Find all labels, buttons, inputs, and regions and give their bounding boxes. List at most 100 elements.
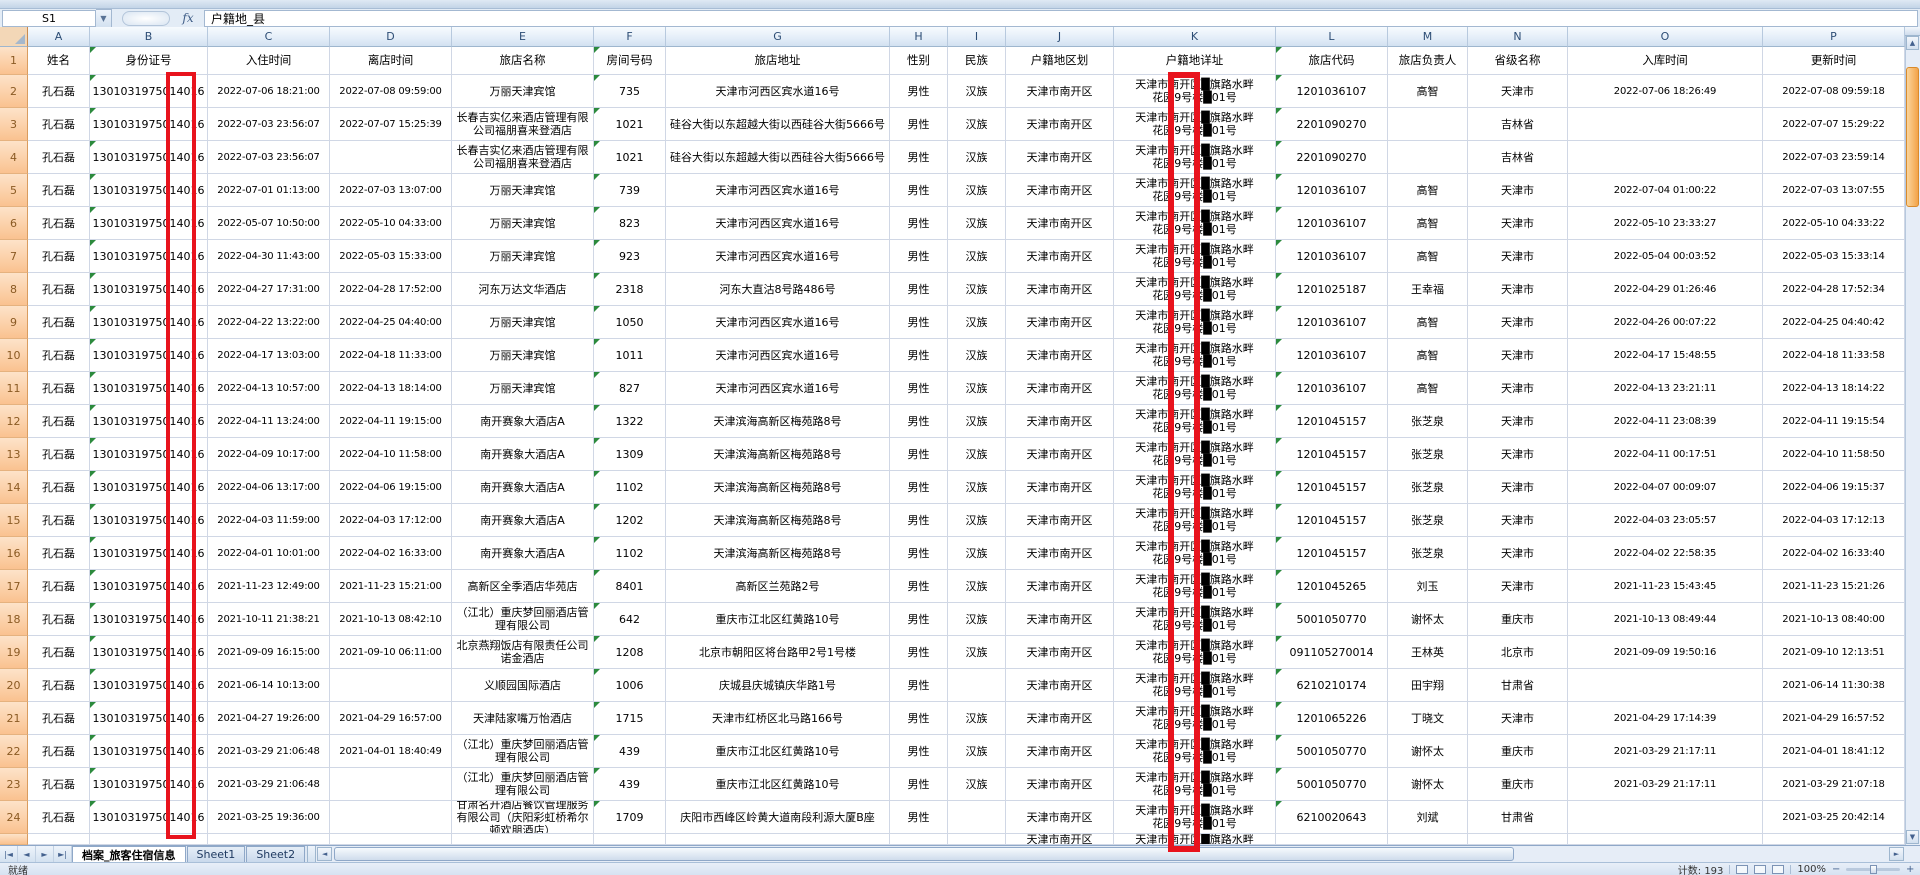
cell-N19[interactable]: 北京市 bbox=[1468, 636, 1568, 669]
cell-E13[interactable]: 南开赛象大酒店A bbox=[452, 438, 594, 471]
cell-P16[interactable]: 2022-04-02 16:33:40 bbox=[1763, 537, 1905, 570]
cell-N22[interactable]: 重庆市 bbox=[1468, 735, 1568, 768]
cell-N1[interactable]: 省级名称 bbox=[1468, 47, 1568, 75]
cell-I13[interactable]: 汉族 bbox=[948, 438, 1006, 471]
cell-O17[interactable]: 2021-11-23 15:43:45 bbox=[1568, 570, 1763, 603]
cell-B12[interactable]: 1301031975014016 bbox=[90, 405, 208, 438]
cell-L17[interactable]: 1201045265 bbox=[1276, 570, 1388, 603]
row-header-1[interactable]: 1 bbox=[0, 47, 28, 75]
cell-A16[interactable]: 孔石磊 bbox=[28, 537, 90, 570]
cell-D13[interactable]: 2022-04-10 11:58:00 bbox=[330, 438, 452, 471]
cell-H3[interactable]: 男性 bbox=[890, 108, 948, 141]
cell-J21[interactable]: 天津市南开区 bbox=[1006, 702, 1114, 735]
cell-N18[interactable]: 重庆市 bbox=[1468, 603, 1568, 636]
cell-N3[interactable]: 吉林省 bbox=[1468, 108, 1568, 141]
scroll-left-icon[interactable]: ◄ bbox=[317, 847, 333, 861]
cell-D18[interactable]: 2021-10-13 08:42:10 bbox=[330, 603, 452, 636]
cell-J11[interactable]: 天津市南开区 bbox=[1006, 372, 1114, 405]
cell-D8[interactable]: 2022-04-28 17:52:00 bbox=[330, 273, 452, 306]
cell-F23[interactable]: 439 bbox=[594, 768, 666, 801]
cell-E10[interactable]: 万丽天津宾馆 bbox=[452, 339, 594, 372]
cell-P22[interactable]: 2021-04-01 18:41:12 bbox=[1763, 735, 1905, 768]
cell-D22[interactable]: 2021-04-01 18:40:49 bbox=[330, 735, 452, 768]
cell-P25[interactable] bbox=[1763, 834, 1905, 845]
cell-B7[interactable]: 1301031975014016 bbox=[90, 240, 208, 273]
cell-D17[interactable]: 2021-11-23 15:21:00 bbox=[330, 570, 452, 603]
cell-H22[interactable]: 男性 bbox=[890, 735, 948, 768]
split-handle[interactable] bbox=[1905, 27, 1920, 36]
cell-M19[interactable]: 王林英 bbox=[1388, 636, 1468, 669]
cell-B20[interactable]: 1301031975014016 bbox=[90, 669, 208, 702]
cell-M20[interactable]: 田宇翔 bbox=[1388, 669, 1468, 702]
cell-B1[interactable]: 身份证号 bbox=[90, 47, 208, 75]
cell-J15[interactable]: 天津市南开区 bbox=[1006, 504, 1114, 537]
cell-B22[interactable]: 1301031975014016 bbox=[90, 735, 208, 768]
cell-N2[interactable]: 天津市 bbox=[1468, 75, 1568, 108]
cell-H24[interactable]: 男性 bbox=[890, 801, 948, 834]
row-header-16[interactable]: 16 bbox=[0, 537, 28, 570]
cell-E11[interactable]: 万丽天津宾馆 bbox=[452, 372, 594, 405]
cell-E7[interactable]: 万丽天津宾馆 bbox=[452, 240, 594, 273]
cell-G6[interactable]: 天津市河西区宾水道16号 bbox=[666, 207, 890, 240]
cell-A3[interactable]: 孔石磊 bbox=[28, 108, 90, 141]
cell-N7[interactable]: 天津市 bbox=[1468, 240, 1568, 273]
cell-J9[interactable]: 天津市南开区 bbox=[1006, 306, 1114, 339]
cell-P1[interactable]: 更新时间 bbox=[1763, 47, 1905, 75]
formula-input[interactable]: 户籍地_县 bbox=[204, 9, 1918, 27]
cell-O11[interactable]: 2022-04-13 23:21:11 bbox=[1568, 372, 1763, 405]
cell-M4[interactable] bbox=[1388, 141, 1468, 174]
column-header-L[interactable]: L bbox=[1276, 27, 1388, 47]
cell-E6[interactable]: 万丽天津宾馆 bbox=[452, 207, 594, 240]
cell-P2[interactable]: 2022-07-08 09:59:18 bbox=[1763, 75, 1905, 108]
cell-L11[interactable]: 1201036107 bbox=[1276, 372, 1388, 405]
cell-J22[interactable]: 天津市南开区 bbox=[1006, 735, 1114, 768]
cell-J18[interactable]: 天津市南开区 bbox=[1006, 603, 1114, 636]
cell-H7[interactable]: 男性 bbox=[890, 240, 948, 273]
cell-L6[interactable]: 1201036107 bbox=[1276, 207, 1388, 240]
cell-E21[interactable]: 天津陆家嘴万怡酒店 bbox=[452, 702, 594, 735]
cell-H5[interactable]: 男性 bbox=[890, 174, 948, 207]
cell-B3[interactable]: 1301031975014016 bbox=[90, 108, 208, 141]
cell-C8[interactable]: 2022-04-27 17:31:00 bbox=[208, 273, 330, 306]
cell-D20[interactable] bbox=[330, 669, 452, 702]
cell-E2[interactable]: 万丽天津宾馆 bbox=[452, 75, 594, 108]
cell-I22[interactable]: 汉族 bbox=[948, 735, 1006, 768]
cell-A6[interactable]: 孔石磊 bbox=[28, 207, 90, 240]
cell-G8[interactable]: 河东大直沽8号路486号 bbox=[666, 273, 890, 306]
cell-L9[interactable]: 1201036107 bbox=[1276, 306, 1388, 339]
cell-J2[interactable]: 天津市南开区 bbox=[1006, 75, 1114, 108]
column-header-D[interactable]: D bbox=[330, 27, 452, 47]
cell-D4[interactable] bbox=[330, 141, 452, 174]
cell-L16[interactable]: 1201045157 bbox=[1276, 537, 1388, 570]
column-header-B[interactable]: B bbox=[90, 27, 208, 47]
cell-B25[interactable] bbox=[90, 834, 208, 845]
cell-D24[interactable] bbox=[330, 801, 452, 834]
cell-I21[interactable]: 汉族 bbox=[948, 702, 1006, 735]
cell-F3[interactable]: 1021 bbox=[594, 108, 666, 141]
cell-L4[interactable]: 2201090270 bbox=[1276, 141, 1388, 174]
cell-A8[interactable]: 孔石磊 bbox=[28, 273, 90, 306]
cell-C4[interactable]: 2022-07-03 23:56:07 bbox=[208, 141, 330, 174]
cell-C15[interactable]: 2022-04-03 11:59:00 bbox=[208, 504, 330, 537]
cell-C18[interactable]: 2021-10-11 21:38:21 bbox=[208, 603, 330, 636]
cell-N4[interactable]: 吉林省 bbox=[1468, 141, 1568, 174]
row-header-6[interactable]: 6 bbox=[0, 207, 28, 240]
cell-D23[interactable] bbox=[330, 768, 452, 801]
cell-E22[interactable]: （江北）重庆梦回丽酒店管理有限公司 bbox=[452, 735, 594, 768]
insert-function-icon[interactable]: fx bbox=[182, 11, 194, 25]
cell-O5[interactable]: 2022-07-04 01:00:22 bbox=[1568, 174, 1763, 207]
cell-N24[interactable]: 甘肃省 bbox=[1468, 801, 1568, 834]
cell-O14[interactable]: 2022-04-07 00:09:07 bbox=[1568, 471, 1763, 504]
cell-E18[interactable]: （江北）重庆梦回丽酒店管理有限公司 bbox=[452, 603, 594, 636]
cell-G5[interactable]: 天津市河西区宾水道16号 bbox=[666, 174, 890, 207]
cell-B2[interactable]: 1301031975014016 bbox=[90, 75, 208, 108]
cell-N21[interactable]: 天津市 bbox=[1468, 702, 1568, 735]
cell-G16[interactable]: 天津滨海高新区梅苑路8号 bbox=[666, 537, 890, 570]
cell-I7[interactable]: 汉族 bbox=[948, 240, 1006, 273]
cell-F21[interactable]: 1715 bbox=[594, 702, 666, 735]
row-header-[interactable] bbox=[0, 834, 28, 845]
cell-O25[interactable] bbox=[1568, 834, 1763, 845]
cell-I3[interactable]: 汉族 bbox=[948, 108, 1006, 141]
cell-A14[interactable]: 孔石磊 bbox=[28, 471, 90, 504]
cell-L5[interactable]: 1201036107 bbox=[1276, 174, 1388, 207]
